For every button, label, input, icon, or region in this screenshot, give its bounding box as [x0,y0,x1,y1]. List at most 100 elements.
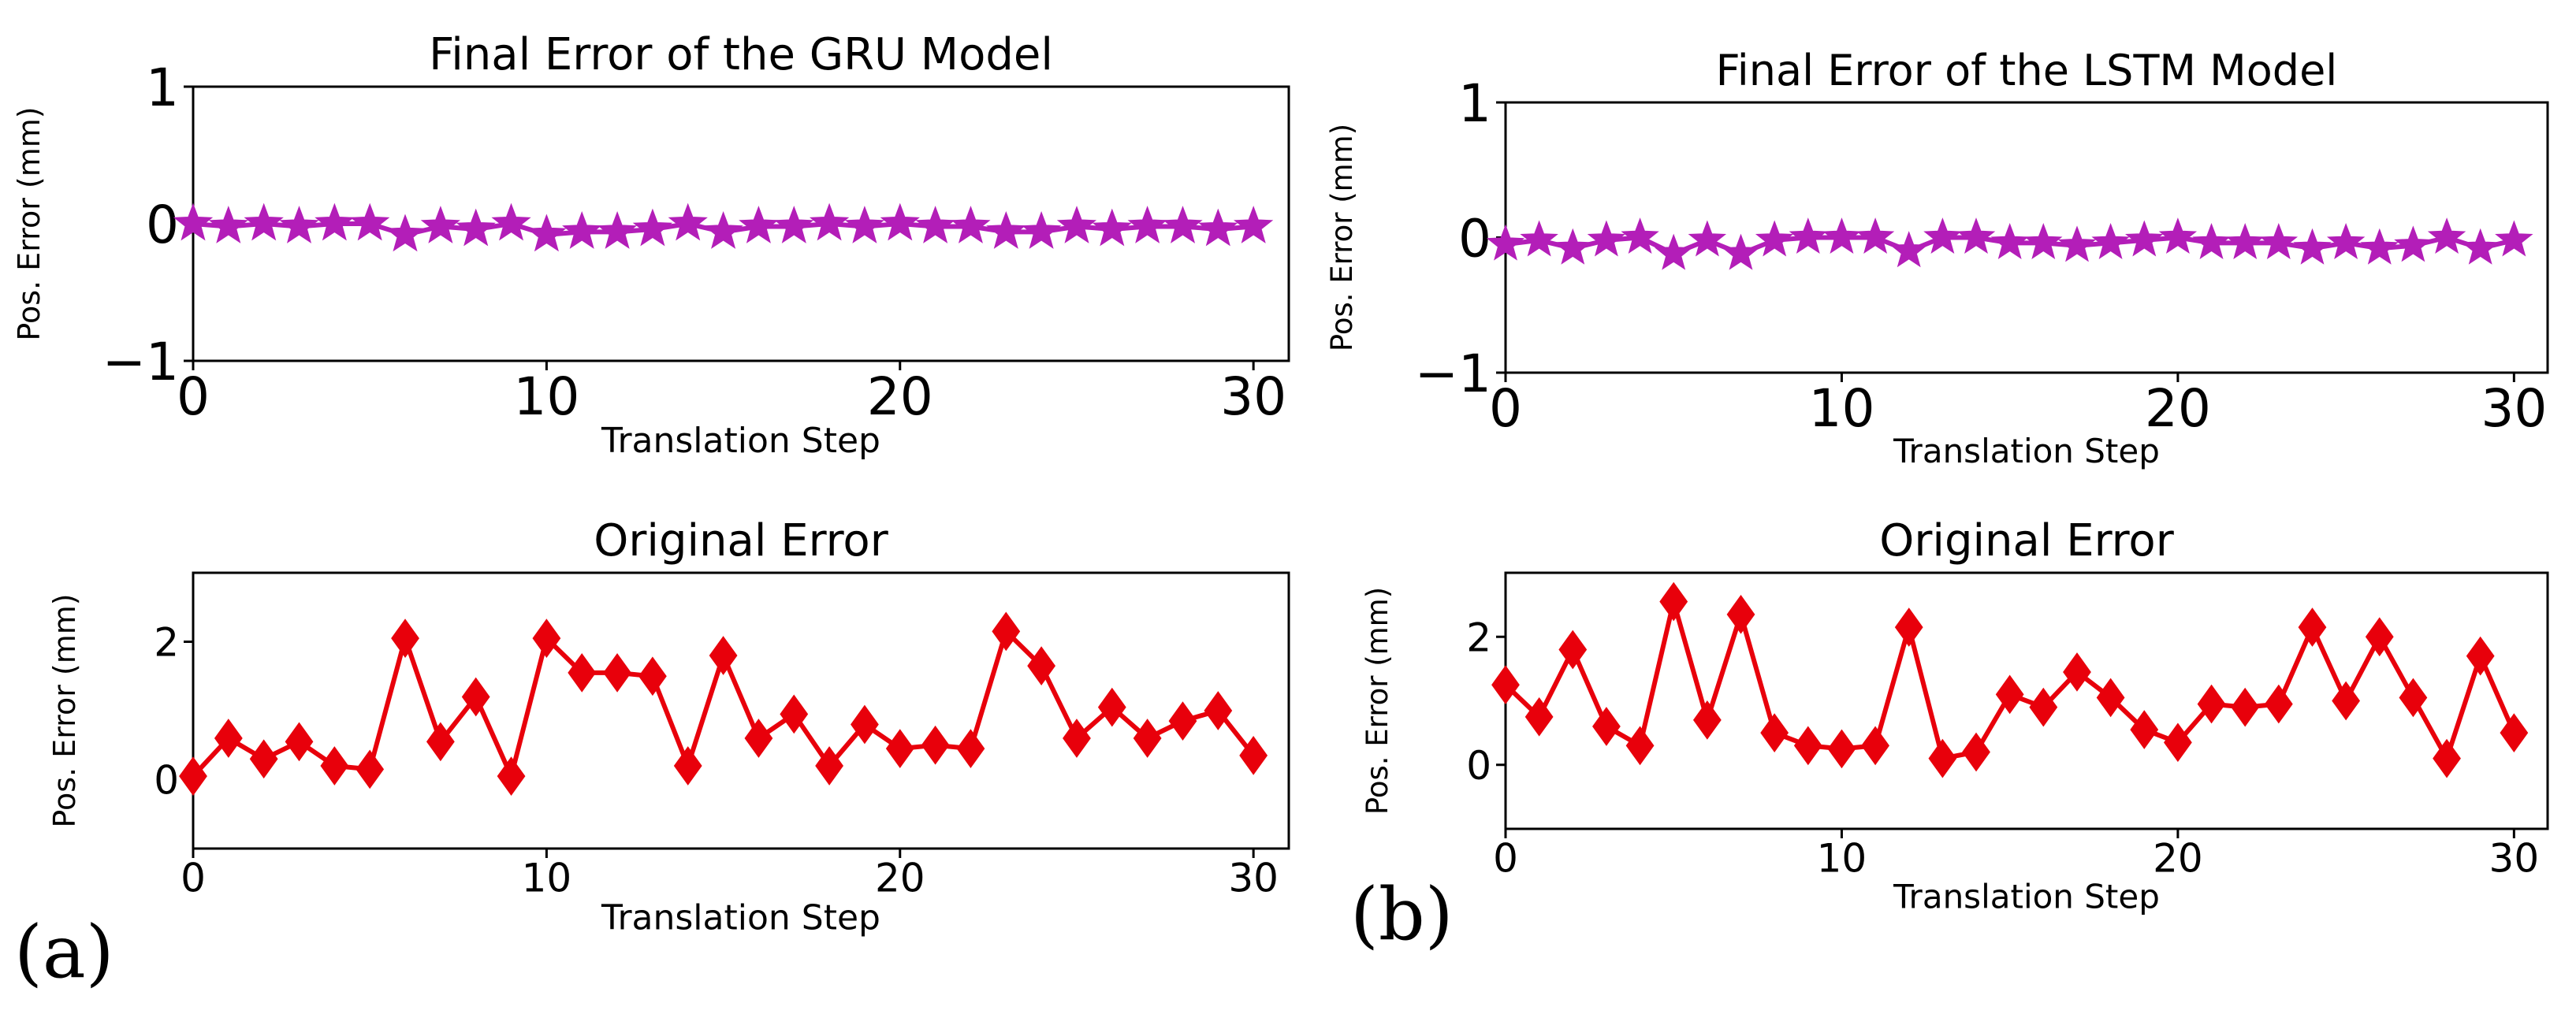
data-point-diamond [320,746,349,786]
data-point-diamond [2164,722,2192,763]
x-tick-label: 0 [177,366,210,427]
data-point-diamond [1726,594,1755,634]
data-point-star [1198,208,1238,247]
chart-title: Final Error of the GRU Model [429,29,1053,80]
data-point-star [1856,217,1895,254]
data-point-star [279,206,319,243]
x-axis-label: Translation Step [1893,432,2160,470]
x-tick-label: 30 [2489,836,2540,882]
data-point-diamond [638,656,667,696]
data-point-diamond [2029,687,2058,727]
data-point-star [844,206,885,243]
data-point-star [1688,220,1727,257]
data-point-diamond [2096,678,2125,718]
chart-title: Final Error of the LSTM Model [1716,46,2338,95]
x-tick-label: 10 [522,856,572,901]
data-point-diamond [2231,687,2260,727]
data-point-star [1163,206,1203,243]
panel-label-b: (b) [1350,872,1454,956]
chart-gru-original: Original Error 0 10 20 30 0 2 Translation Step P… [47,515,1290,938]
data-point-star [1956,217,1996,254]
data-point-star [1587,220,1626,257]
data-point-star [774,206,814,243]
data-point-diamond [249,739,278,779]
data-point-star [1923,217,1962,254]
data-point-star [1092,208,1132,247]
data-point-diamond [497,756,526,796]
data-point-star [2226,222,2265,259]
data-point-star [597,210,638,249]
data-point-star [1621,217,1659,254]
data-point-star [491,202,531,241]
series-group [1487,217,2533,270]
data-point-diamond [885,729,914,768]
data-point-diamond [2298,607,2327,647]
data-point-star [1822,217,1861,254]
data-point-diamond [1168,701,1197,741]
data-point-diamond [851,704,879,745]
data-point-diamond [921,725,950,765]
data-point-diamond [2433,738,2461,778]
data-point-star [668,202,708,241]
data-point-star [527,214,567,252]
data-point-diamond [1558,630,1588,670]
data-point-diamond [1239,736,1268,775]
y-tick-label: 2 [154,620,179,666]
data-point-diamond [1027,646,1056,685]
data-point-star [880,202,920,241]
panel-label-a: (a) [14,910,114,994]
data-point-diamond [1692,700,1722,740]
data-point-star [1520,220,1558,257]
y-tick-label: 0 [154,758,179,804]
data-point-star [1789,217,1827,254]
data-point-star [420,206,460,243]
data-point-diamond [2365,617,2394,657]
data-point-diamond [1760,713,1789,752]
x-tick-label: 20 [2153,836,2203,882]
data-point-star [1722,233,1760,270]
x-tick-label: 20 [867,366,933,427]
x-tick-label: 0 [1493,836,1518,882]
data-point-diamond [1962,732,1990,772]
y-tick-label: 0 [1458,208,1491,269]
data-point-diamond [709,636,738,675]
data-point-star [1487,224,1525,261]
chart-lstm-original: Original Error 0 10 20 30 0 2 Translation Step P… [1361,515,2549,916]
data-point-star [244,202,284,241]
y-axis-label: Pos. Error (mm) [1325,124,1359,351]
data-point-diamond [1928,738,1957,778]
data-point-star [2394,225,2433,262]
data-point-star [2461,228,2500,265]
x-tick-label: 0 [181,856,206,901]
data-point-star [2293,228,2332,265]
data-point-star [1889,231,1928,268]
x-tick-label: 30 [1228,856,1279,901]
y-axis-label: Pos. Error (mm) [47,593,82,827]
data-point-diamond [1524,696,1554,737]
data-point-star [951,206,991,243]
data-point-star [632,208,673,247]
data-point-diamond [1659,581,1688,622]
data-point-diamond [1097,687,1126,727]
data-point-star [2158,217,2198,254]
data-point-diamond [1995,674,2024,715]
data-point-diamond [956,729,985,768]
data-point-star [2360,228,2399,265]
x-axis-label: Translation Step [1893,878,2160,916]
data-point-diamond [2466,636,2495,676]
data-point-diamond [1063,719,1091,758]
y-tick-label: −1 [1415,344,1491,404]
data-point-diamond [1204,691,1233,730]
y-tick-label: 1 [1458,73,1491,134]
data-point-star [1655,233,1693,270]
series-group [173,202,1274,252]
data-point-star [385,214,426,252]
data-point-diamond [1827,729,1856,769]
data-point-diamond [744,719,773,758]
y-axis-label: Pos. Error (mm) [1361,587,1394,815]
x-tick-label: 10 [513,366,579,427]
y-tick-label: 0 [1466,743,1491,789]
x-tick-label: 0 [1489,378,1522,439]
chart-title: Original Error [1879,515,2174,566]
data-point-star [915,206,955,243]
